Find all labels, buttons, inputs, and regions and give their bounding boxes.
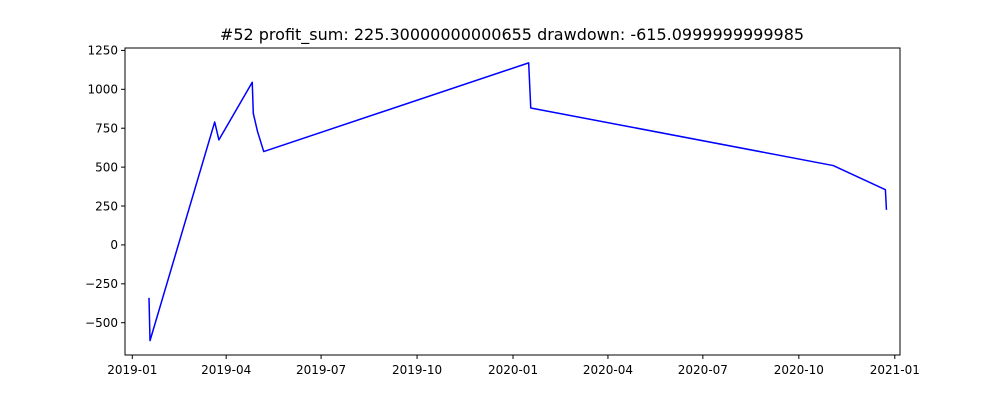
series-line-0	[148, 62, 888, 342]
axes: −500 −250 0 250 500 750 1000 1250 2019-01 2019-04…	[85, 44, 920, 377]
chart-title: #52 profit_sum: 225.30000000000655 drawd…	[220, 25, 804, 45]
y-tick-label: −250	[85, 277, 118, 291]
y-tick-label: 250	[95, 199, 118, 213]
y-tick-label: 500	[95, 160, 118, 174]
x-tick-label: 2020-01	[488, 363, 538, 377]
axes-frame	[124, 47, 901, 356]
x-tick-label: 2020-07	[678, 363, 728, 377]
x-tick-label: 2021-01	[870, 363, 920, 377]
x-tick-label: 2019-04	[201, 363, 251, 377]
plot-area	[148, 62, 888, 342]
y-tick-label: 1000	[87, 83, 118, 97]
y-tick-label: −500	[85, 316, 118, 330]
x-tick-label: 2020-04	[583, 363, 633, 377]
y-tick-label: 750	[95, 122, 118, 136]
x-tick-label: 2019-01	[107, 363, 157, 377]
x-tick-label: 2020-10	[774, 363, 824, 377]
x-tick-label: 2019-10	[392, 363, 442, 377]
y-tick-label: 1250	[87, 44, 118, 58]
y-tick-label: 0	[110, 238, 118, 252]
x-tick-label: 2019-07	[296, 363, 346, 377]
